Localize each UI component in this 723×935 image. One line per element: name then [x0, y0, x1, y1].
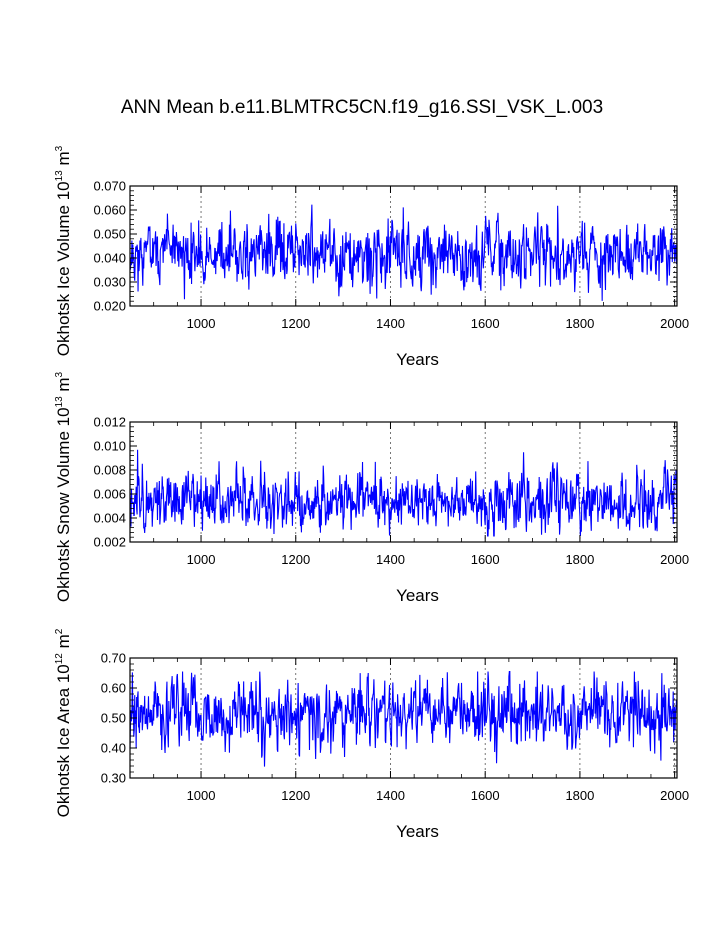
panel-snow-volume: 1000 1200 1400 1600 1800 2000 0.002 0.004 0.006 0…	[54, 371, 689, 605]
x-tick-label: 1800	[565, 316, 594, 331]
series-line	[129, 449, 678, 537]
y-tick-label: 0.008	[93, 463, 126, 478]
y-axis-label-base: Okhotsk Snow Volume 10	[54, 407, 73, 602]
y-axis-label-unit: m	[54, 151, 73, 170]
y-tick-label: 0.012	[93, 415, 126, 430]
y-tick-label: 0.002	[93, 535, 126, 550]
x-tick-label: 1200	[281, 552, 310, 567]
x-axis-label: Years	[396, 822, 439, 841]
y-axis-label-exp: 13	[54, 170, 65, 182]
x-tick-label: 1200	[281, 316, 310, 331]
y-tick-label: 0.40	[101, 741, 126, 756]
series-line	[129, 670, 678, 767]
x-axis-label: Years	[396, 350, 439, 369]
y-tick-label: 0.060	[93, 203, 126, 218]
y-tick-label: 0.30	[101, 771, 126, 786]
y-axis-label: Okhotsk Ice Area 1012 m2	[54, 628, 73, 817]
plot-frame	[129, 421, 678, 543]
y-tick-label: 0.70	[101, 651, 126, 666]
y-axis-label-unit: m	[54, 377, 73, 396]
x-tick-label: 1600	[471, 788, 500, 803]
y-axis-label-unit-exp: 3	[54, 371, 65, 377]
figure-title: ANN Mean b.e11.BLMTRC5CN.f19_g16.SSI_VSK…	[121, 97, 603, 118]
panel-ice-volume: 1000 1200 1400 1600 1800 2000 0.020 0.030 0.040 0…	[54, 145, 689, 369]
x-tick-label: 1800	[565, 552, 594, 567]
plot-frame	[129, 185, 678, 307]
x-axis-label: Years	[396, 586, 439, 605]
series-line	[129, 204, 678, 301]
x-tick-label: 1000	[187, 552, 216, 567]
y-axis-label-base: Okhotsk Ice Volume 10	[54, 181, 73, 356]
y-tick-label: 0.030	[93, 275, 126, 290]
y-axis-label-unit-exp: 3	[54, 145, 65, 151]
x-tick-label: 1000	[187, 316, 216, 331]
x-tick-label: 1000	[187, 788, 216, 803]
y-tick-label: 0.040	[93, 251, 126, 266]
x-tick-label: 1600	[471, 552, 500, 567]
y-tick-label: 0.050	[93, 227, 126, 242]
y-axis-label: Okhotsk Snow Volume 1013 m3	[54, 371, 73, 602]
y-tick-label: 0.60	[101, 681, 126, 696]
y-axis-label-base: Okhotsk Ice Area 10	[54, 664, 73, 817]
y-axis-label-exp: 12	[54, 653, 65, 665]
y-axis-label-unit-exp: 2	[54, 628, 65, 634]
y-tick-label: 0.004	[93, 511, 126, 526]
y-tick-label: 0.070	[93, 179, 126, 194]
x-tick-label: 2000	[660, 316, 689, 331]
x-tick-label: 1200	[281, 788, 310, 803]
y-tick-label: 0.020	[93, 299, 126, 314]
y-axis-label: Okhotsk Ice Volume 1013 m3	[54, 145, 73, 356]
y-tick-label: 0.006	[93, 487, 126, 502]
y-axis-label-unit: m	[54, 634, 73, 653]
x-tick-label: 1400	[376, 316, 405, 331]
y-tick-label: 0.50	[101, 711, 126, 726]
x-tick-label: 1800	[565, 788, 594, 803]
x-tick-label: 2000	[660, 552, 689, 567]
x-tick-label: 1600	[471, 316, 500, 331]
x-tick-label: 1400	[376, 788, 405, 803]
y-axis-label-exp: 13	[54, 396, 65, 408]
x-tick-label: 2000	[660, 788, 689, 803]
panel-ice-area: 1000 1200 1400 1600 1800 2000 0.30 0.40 0.50 0.60…	[54, 628, 689, 841]
y-tick-label: 0.010	[93, 439, 126, 454]
x-tick-label: 1400	[376, 552, 405, 567]
